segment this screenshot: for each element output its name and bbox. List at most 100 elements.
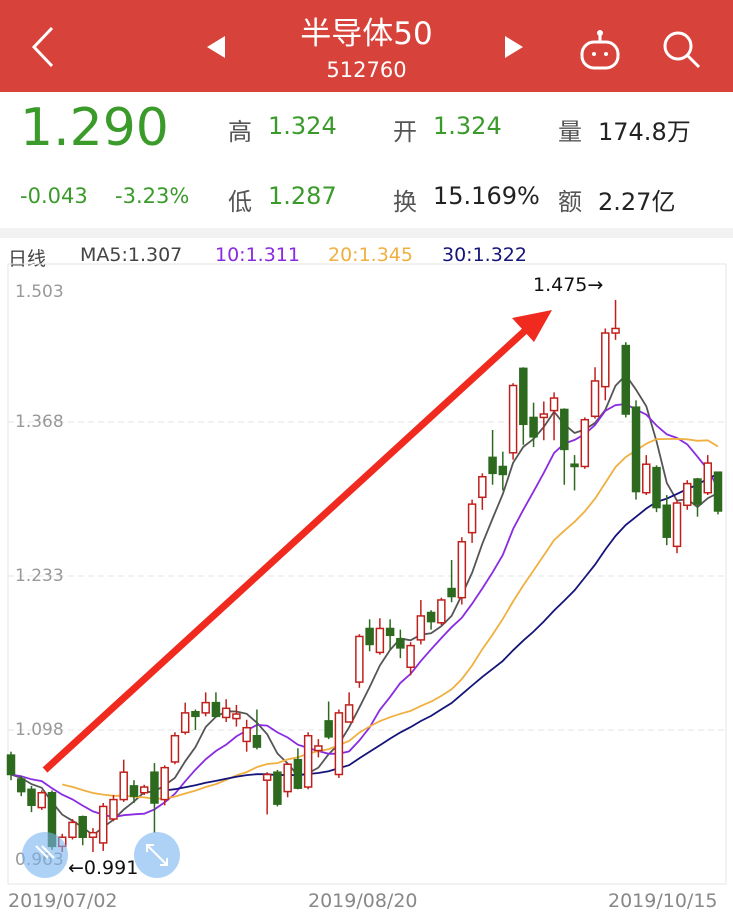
x-tick: 2019/08/20 xyxy=(308,890,418,912)
amount-label: 额 xyxy=(558,188,582,216)
candle-body xyxy=(201,701,210,714)
candle-body xyxy=(365,627,374,646)
trend-arrow-head xyxy=(512,310,552,342)
ma5-line xyxy=(10,373,719,837)
candle-body xyxy=(37,791,46,809)
candle xyxy=(324,701,333,740)
candle xyxy=(672,499,682,554)
candle xyxy=(16,775,26,797)
triangle-right-icon[interactable] xyxy=(505,36,523,58)
robot-icon[interactable] xyxy=(578,28,622,70)
divider xyxy=(0,228,733,238)
candle xyxy=(580,417,590,469)
candle-body xyxy=(580,418,590,468)
candle-body xyxy=(27,788,36,807)
ma30-line xyxy=(164,473,719,792)
last-price: 1.290 xyxy=(20,98,169,158)
candle-body xyxy=(457,541,467,599)
stock-code: 512760 xyxy=(326,58,407,82)
candle-body xyxy=(406,644,415,669)
candle xyxy=(498,451,508,491)
candle xyxy=(703,455,713,496)
candle-body xyxy=(252,734,262,748)
candle xyxy=(314,739,323,758)
candle xyxy=(27,785,36,813)
ma30-legend: 30:1.322 xyxy=(442,244,527,266)
candle xyxy=(303,732,313,790)
candle xyxy=(129,780,139,804)
candle-body xyxy=(385,627,395,637)
candle xyxy=(611,299,620,340)
candle-body xyxy=(672,502,682,548)
search-icon[interactable] xyxy=(660,28,702,70)
candle xyxy=(355,634,364,688)
candle xyxy=(78,815,87,846)
candle xyxy=(570,455,579,491)
ma20-line xyxy=(61,437,719,800)
candle-body xyxy=(488,456,497,475)
candle xyxy=(447,560,456,603)
candle-body xyxy=(560,408,569,451)
candle xyxy=(693,477,702,517)
candle xyxy=(293,748,303,790)
fullscreen-button[interactable] xyxy=(134,832,180,878)
turnover-value: 15.169% xyxy=(433,182,540,210)
candle xyxy=(283,763,292,798)
candle-body xyxy=(16,778,26,793)
candle xyxy=(344,692,354,723)
chevron-left-icon[interactable] xyxy=(26,22,66,72)
candle xyxy=(508,383,518,460)
candle-body xyxy=(129,785,139,797)
candle-body xyxy=(314,745,323,752)
max-price-label: 1.475→ xyxy=(533,274,604,296)
y-tick: 1.233 xyxy=(15,566,64,586)
candle xyxy=(252,709,262,750)
candle-body xyxy=(529,416,538,438)
low-value: 1.287 xyxy=(268,182,337,210)
candle xyxy=(170,732,180,765)
candle-body xyxy=(631,406,641,493)
candle-body xyxy=(150,771,159,804)
candle xyxy=(601,328,610,401)
candle-body xyxy=(283,763,292,793)
open-label: 开 xyxy=(393,118,417,146)
x-tick: 2019/07/02 xyxy=(8,890,118,912)
candle xyxy=(68,818,77,840)
ma5-legend: MA5:1.307 xyxy=(80,244,183,266)
candle xyxy=(549,392,559,441)
candle-body xyxy=(498,465,508,476)
triangle-left-icon[interactable] xyxy=(207,36,225,58)
candle xyxy=(467,499,477,543)
candle-body xyxy=(508,384,518,454)
candle xyxy=(457,537,467,605)
expand-icon xyxy=(146,844,168,866)
change-value: -0.043 xyxy=(20,184,88,208)
candle-body xyxy=(334,712,344,776)
candle-body xyxy=(232,713,241,720)
candle-body xyxy=(519,367,528,426)
candle-body xyxy=(478,476,487,499)
double-chevron-icon xyxy=(35,845,55,859)
candle-body xyxy=(242,726,251,743)
candle-body xyxy=(293,758,303,789)
candle xyxy=(6,751,16,781)
candle xyxy=(529,402,538,448)
candle-body xyxy=(68,821,77,838)
low-label: 低 xyxy=(228,188,252,216)
candle-body xyxy=(652,466,661,509)
candle xyxy=(662,495,672,546)
candle xyxy=(365,619,374,652)
candle xyxy=(375,618,385,655)
min-price-label: ←0.991 xyxy=(68,857,139,879)
candle xyxy=(242,719,251,752)
candle-body xyxy=(713,471,723,512)
candle-body xyxy=(539,413,549,419)
trend-arrow xyxy=(42,325,531,773)
candle-body xyxy=(642,463,651,494)
candle xyxy=(642,455,651,496)
y-tick: 1.503 xyxy=(15,282,64,302)
scroll-left-button[interactable] xyxy=(22,832,68,878)
candle xyxy=(139,784,149,796)
candle xyxy=(478,473,487,510)
